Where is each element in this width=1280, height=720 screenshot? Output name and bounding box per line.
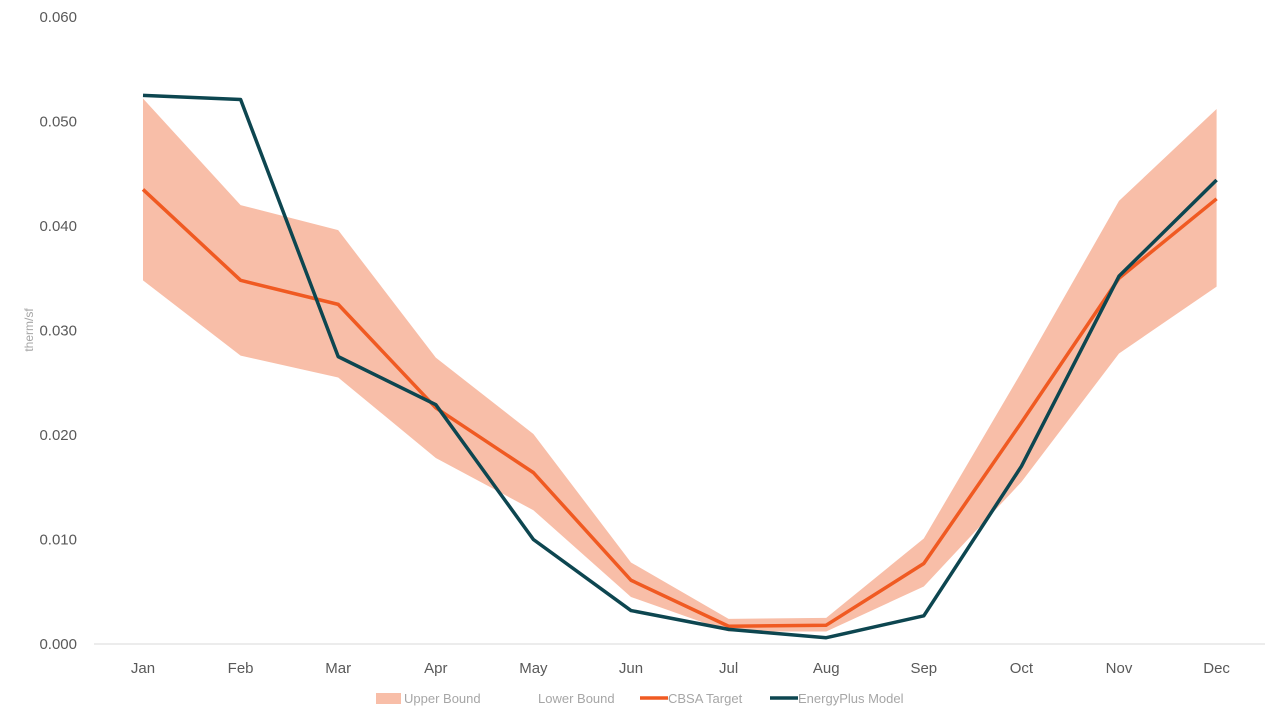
bounds-band: [143, 98, 1217, 632]
y-axis-ticks: 0.000 0.010 0.020 0.030 0.040 0.050 0.060: [39, 9, 77, 653]
x-tick-label: Jun: [619, 660, 643, 677]
x-tick-label: Jul: [719, 660, 738, 677]
legend-swatch: [376, 693, 401, 704]
series-line-cbsa-target: [141, 188, 1218, 628]
y-tick-label: 0.060: [39, 9, 77, 26]
legend-label: Lower Bound: [538, 691, 615, 706]
legend-item: Lower Bound: [510, 691, 615, 706]
y-tick-label: 0.040: [39, 218, 77, 235]
legend-label: CBSA Target: [668, 691, 743, 706]
y-tick-label: 0.030: [39, 323, 77, 340]
series-line-energyplus-model: [142, 93, 1218, 640]
x-tick-label: May: [519, 660, 548, 677]
x-tick-label: Aug: [813, 660, 840, 677]
x-tick-label: Sep: [910, 660, 937, 677]
legend-item: Upper Bound: [376, 691, 481, 706]
legend-item: CBSA Target: [640, 691, 743, 706]
legend: Upper Bound Lower Bound CBSA Target EnergyP…: [376, 691, 904, 706]
legend-label: Upper Bound: [404, 691, 481, 706]
x-axis-ticks: Jan Feb Mar Apr May Jun Jul Aug Sep Oct Nov Dec: [131, 660, 1231, 677]
x-tick-label: Jan: [131, 660, 155, 677]
x-tick-label: Apr: [424, 660, 447, 677]
legend-item: EnergyPlus Model: [770, 691, 904, 706]
x-tick-label: Feb: [228, 660, 254, 677]
x-tick-label: Oct: [1010, 660, 1034, 677]
series-lines-layer: [141, 93, 1218, 640]
y-tick-label: 0.020: [39, 427, 77, 444]
x-tick-label: Dec: [1203, 660, 1230, 677]
y-tick-label: 0.010: [39, 532, 77, 549]
x-tick-label: Nov: [1106, 660, 1133, 677]
y-tick-label: 0.000: [39, 636, 77, 653]
legend-label: EnergyPlus Model: [798, 691, 904, 706]
x-tick-label: Mar: [325, 660, 351, 677]
bounds-band-layer: [143, 98, 1217, 632]
y-axis-label: therm/sf: [22, 308, 36, 352]
legend-swatch: [510, 693, 535, 704]
y-tick-label: 0.050: [39, 114, 77, 131]
